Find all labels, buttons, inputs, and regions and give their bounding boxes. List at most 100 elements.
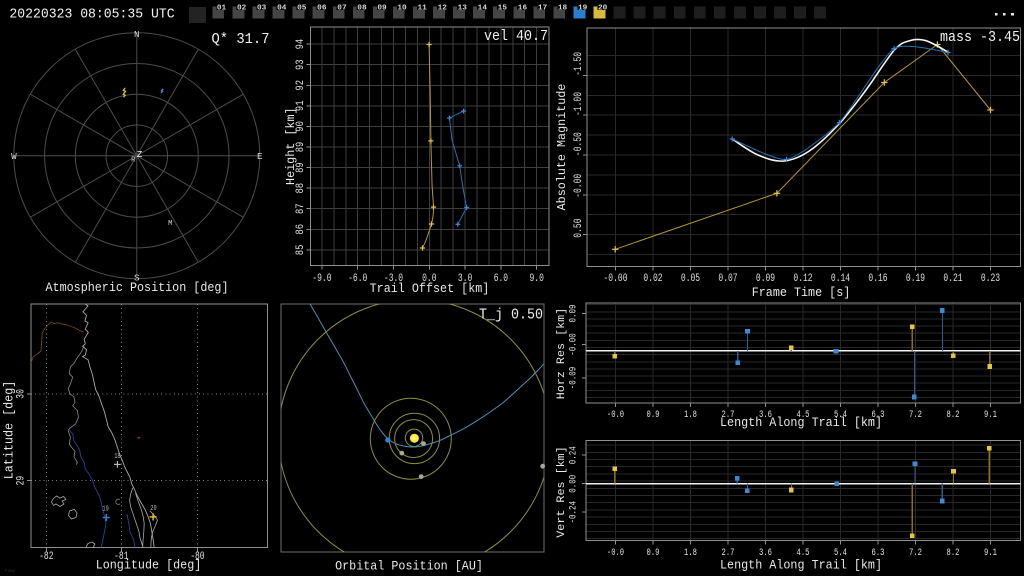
- svg-text:91: 91: [295, 100, 307, 111]
- svg-text:-0.00: -0.00: [604, 273, 628, 285]
- svg-text:-9.0: -9.0: [312, 273, 331, 285]
- svg-text:14: 14: [478, 5, 488, 13]
- svg-text:0.05: 0.05: [681, 273, 700, 285]
- svg-text:Orbital Position [AU]: Orbital Position [AU]: [335, 560, 483, 574]
- svg-text:86: 86: [295, 224, 307, 235]
- svg-text:-80: -80: [190, 551, 204, 563]
- svg-text:0.24: 0.24: [569, 446, 580, 464]
- svg-text:Absolute Magnitude: Absolute Magnitude: [555, 84, 569, 211]
- svg-text:15: 15: [498, 5, 508, 13]
- svg-text:-0.00: -0.00: [573, 174, 585, 198]
- svg-text:Longitude [deg]: Longitude [deg]: [96, 559, 202, 573]
- svg-text:5.4: 5.4: [834, 548, 847, 559]
- svg-text:raw: raw: [4, 567, 16, 574]
- svg-text:10: 10: [397, 5, 407, 13]
- svg-text:0.12: 0.12: [793, 273, 812, 285]
- svg-text:92: 92: [295, 80, 307, 91]
- svg-text:9.1: 9.1: [984, 548, 997, 559]
- svg-text:0.50: 0.50: [573, 218, 585, 237]
- svg-text:5.4: 5.4: [834, 410, 847, 421]
- svg-text:20: 20: [150, 505, 156, 513]
- svg-text:N: N: [134, 30, 140, 40]
- svg-text:-0.0: -0.0: [607, 548, 624, 559]
- svg-text:19: 19: [102, 506, 108, 514]
- svg-text:93: 93: [295, 59, 307, 70]
- svg-text:18: 18: [558, 5, 568, 13]
- svg-text:3.6: 3.6: [759, 548, 772, 559]
- svg-text:0.09: 0.09: [756, 273, 775, 285]
- svg-text:4.5: 4.5: [797, 410, 810, 421]
- svg-text:7.2: 7.2: [909, 410, 922, 421]
- svg-text:0.02: 0.02: [643, 273, 662, 285]
- svg-text:Length Along Trail [km]: Length Along Trail [km]: [720, 558, 882, 572]
- svg-text:85: 85: [295, 245, 307, 256]
- svg-text:1.8: 1.8: [684, 410, 697, 421]
- svg-text:-6.0: -6.0: [348, 273, 367, 285]
- svg-text:-0.24: -0.24: [569, 501, 580, 524]
- svg-text:6.3: 6.3: [872, 410, 885, 421]
- svg-text:0.14: 0.14: [831, 273, 850, 285]
- svg-text:Length Along Trail [km]: Length Along Trail [km]: [720, 416, 882, 430]
- svg-text:06: 06: [317, 5, 327, 13]
- svg-text:87: 87: [295, 203, 307, 214]
- svg-text:0.19: 0.19: [906, 273, 925, 285]
- svg-text:Q* 31.7: Q* 31.7: [212, 32, 270, 48]
- svg-text:Trail Offset [km]: Trail Offset [km]: [370, 282, 490, 296]
- svg-text:07: 07: [337, 5, 347, 13]
- svg-text:T_j 0.50: T_j 0.50: [479, 308, 543, 324]
- svg-text:2.7: 2.7: [722, 548, 735, 559]
- svg-text:18: 18: [114, 453, 120, 461]
- svg-text:6.3: 6.3: [872, 548, 885, 559]
- svg-text:mass -3.45: mass -3.45: [940, 30, 1020, 46]
- svg-text:02: 02: [237, 5, 247, 13]
- svg-text:1.8: 1.8: [684, 548, 697, 559]
- svg-text:29: 29: [16, 476, 28, 486]
- svg-text:Latitude [deg]: Latitude [deg]: [3, 381, 17, 480]
- svg-text:Atmospheric Position [deg]: Atmospheric Position [deg]: [46, 281, 229, 295]
- svg-text:20220323 08:05:35 UTC: 20220323 08:05:35 UTC: [9, 7, 174, 23]
- svg-text:16: 16: [518, 5, 528, 13]
- svg-text:11: 11: [418, 5, 428, 13]
- svg-text:0.09: 0.09: [569, 305, 580, 323]
- svg-text:19: 19: [578, 5, 588, 13]
- svg-text:0.07: 0.07: [718, 273, 737, 285]
- svg-text:08: 08: [357, 5, 367, 13]
- svg-text:-0.00: -0.00: [569, 333, 580, 356]
- svg-text:89: 89: [295, 162, 307, 173]
- svg-text:-0.50: -0.50: [573, 132, 585, 156]
- svg-text:7.2: 7.2: [909, 548, 922, 559]
- svg-text:30: 30: [16, 389, 28, 399]
- svg-text:-1.00: -1.00: [573, 92, 585, 116]
- svg-text:W: W: [11, 152, 17, 162]
- svg-text:-82: -82: [39, 551, 53, 563]
- svg-text:17: 17: [538, 5, 548, 13]
- svg-text:E: E: [257, 152, 263, 162]
- svg-text:-1.50: -1.50: [573, 52, 585, 76]
- svg-text:Vert Res [km]: Vert Res [km]: [556, 446, 568, 538]
- svg-text:-3.0: -3.0: [384, 273, 403, 285]
- svg-text:0.9: 0.9: [647, 410, 660, 421]
- svg-text:vel 40.7: vel 40.7: [484, 29, 548, 45]
- svg-text:8.2: 8.2: [947, 548, 960, 559]
- svg-text:01: 01: [217, 5, 227, 13]
- svg-text:Z: Z: [137, 150, 143, 160]
- svg-text:4.5: 4.5: [797, 548, 810, 559]
- svg-text:M: M: [168, 220, 172, 228]
- svg-text:-81: -81: [114, 551, 129, 563]
- svg-text:Frame Time [s]: Frame Time [s]: [752, 286, 851, 300]
- svg-text:0.16: 0.16: [868, 273, 887, 285]
- svg-text:0.00: 0.00: [569, 475, 580, 493]
- svg-text:S: S: [134, 274, 140, 284]
- svg-text:20: 20: [598, 5, 608, 13]
- svg-text:89: 89: [295, 142, 307, 153]
- svg-text:0.9: 0.9: [647, 548, 660, 559]
- svg-text:13: 13: [458, 5, 468, 13]
- svg-text:3.6: 3.6: [759, 410, 772, 421]
- svg-text:09: 09: [377, 5, 387, 13]
- svg-text:94: 94: [295, 38, 307, 49]
- svg-text:8.2: 8.2: [947, 410, 960, 421]
- svg-text:6.0: 6.0: [494, 273, 508, 285]
- svg-text:Horz Res [km]: Horz Res [km]: [556, 308, 568, 400]
- svg-text:0.0: 0.0: [422, 273, 436, 285]
- svg-text:-0.0: -0.0: [607, 410, 624, 421]
